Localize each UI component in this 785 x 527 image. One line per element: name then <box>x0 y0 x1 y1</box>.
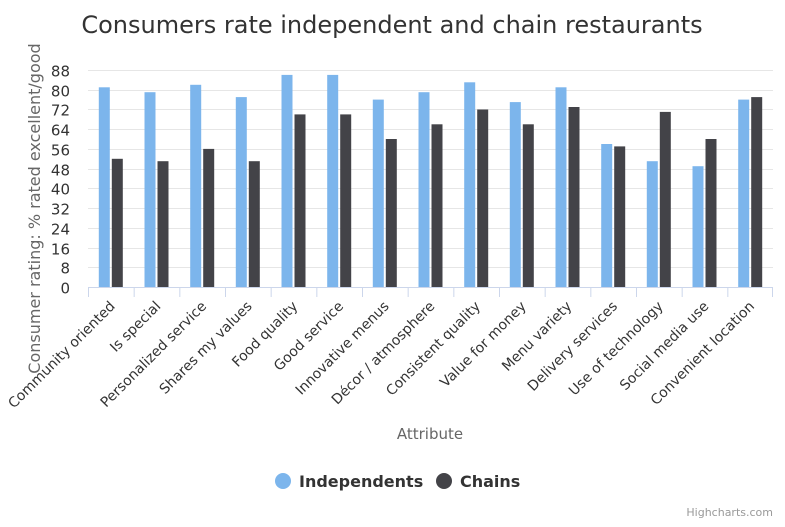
bar-chains[interactable] <box>659 111 671 288</box>
y-tick-label: 32 <box>51 201 70 219</box>
y-tick-label: 56 <box>51 142 70 160</box>
gridlines <box>88 70 773 268</box>
bar-chains[interactable] <box>340 114 352 288</box>
bar-chains[interactable] <box>431 124 443 288</box>
legend-item-independents[interactable]: Independents <box>275 472 423 491</box>
bar-independents[interactable] <box>464 82 476 287</box>
legend: Independents Chains <box>275 472 520 491</box>
y-tick-label: 48 <box>51 162 70 180</box>
x-axis-title: Attribute <box>397 425 463 443</box>
bar-chains[interactable] <box>568 107 580 287</box>
bars <box>98 74 763 288</box>
chart-title: Consumers rate independent and chain res… <box>81 11 702 39</box>
legend-label: Independents <box>299 472 423 491</box>
bar-independents[interactable] <box>98 87 110 287</box>
bar-independents[interactable] <box>372 99 384 287</box>
y-tick-label: 40 <box>51 181 70 199</box>
y-tick-label: 8 <box>60 260 70 278</box>
y-tick-label: 0 <box>60 280 70 298</box>
x-axis-ticks <box>88 287 773 297</box>
bar-independents[interactable] <box>738 99 750 287</box>
bar-independents[interactable] <box>144 92 156 287</box>
y-tick-label: 80 <box>51 83 70 101</box>
legend-label: Chains <box>460 472 520 491</box>
y-tick-label: 64 <box>51 122 70 140</box>
bar-chains[interactable] <box>111 158 123 287</box>
bar-chains[interactable] <box>522 124 534 288</box>
bar-independents[interactable] <box>646 161 658 287</box>
y-tick-label: 72 <box>51 102 70 120</box>
bar-independents[interactable] <box>509 102 521 287</box>
bar-chains[interactable] <box>477 109 489 288</box>
bar-independents[interactable] <box>418 92 430 287</box>
y-tick-label: 88 <box>51 63 70 81</box>
bar-independents[interactable] <box>327 74 339 288</box>
bar-independents[interactable] <box>281 74 293 288</box>
y-axis-title: Consumer rating: % rated excellent/good <box>25 43 44 373</box>
y-tick-label: 24 <box>51 221 70 239</box>
bar-independents[interactable] <box>190 84 202 287</box>
bar-independents[interactable] <box>235 97 247 287</box>
legend-marker <box>275 473 291 489</box>
bar-chains[interactable] <box>385 139 397 287</box>
bar-chains[interactable] <box>614 146 626 287</box>
bar-independents[interactable] <box>555 87 567 287</box>
bar-chains[interactable] <box>203 148 215 287</box>
bar-independents[interactable] <box>601 144 613 287</box>
x-tick-label: Value for money <box>437 299 529 391</box>
y-tick-label: 16 <box>51 241 70 259</box>
bar-chains[interactable] <box>294 114 306 288</box>
bar-independents[interactable] <box>692 166 704 287</box>
legend-marker <box>436 473 452 489</box>
bar-chains[interactable] <box>157 161 169 287</box>
bar-chains[interactable] <box>751 97 763 287</box>
bar-chains[interactable] <box>705 139 717 287</box>
credits-link[interactable]: Highcharts.com <box>686 506 773 519</box>
bar-chains[interactable] <box>248 161 260 287</box>
legend-item-chains[interactable]: Chains <box>436 472 520 491</box>
